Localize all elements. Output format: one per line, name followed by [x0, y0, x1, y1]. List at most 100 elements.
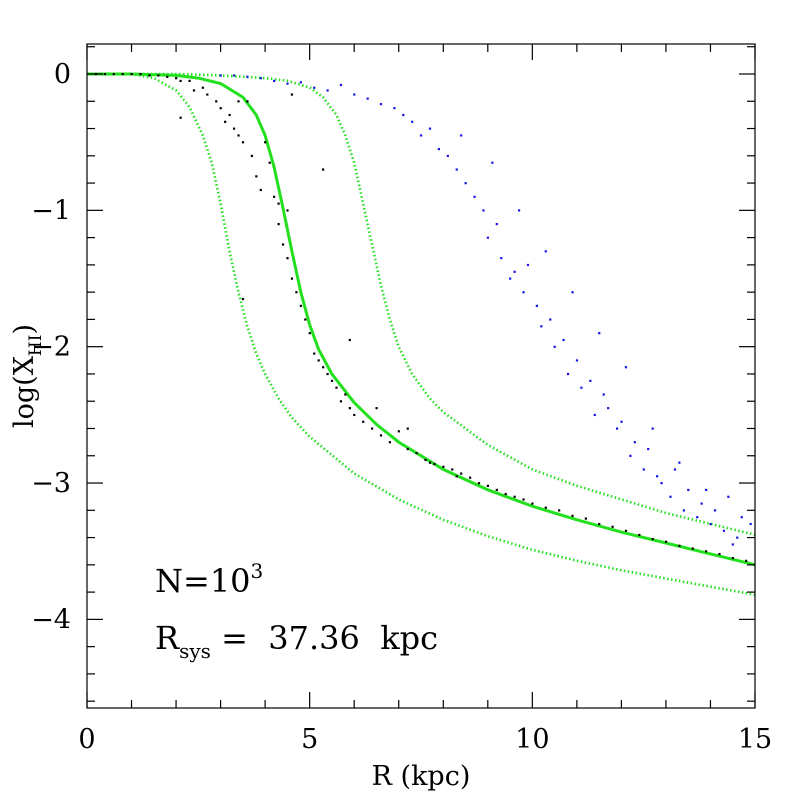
blue-point: [615, 427, 619, 430]
black-point: [424, 458, 427, 462]
blue-point: [411, 120, 414, 123]
black-point: [175, 77, 178, 80]
black-point: [406, 447, 409, 451]
sample-size-exponent: 3: [251, 559, 264, 583]
blue-point: [379, 102, 383, 106]
black-point: [237, 134, 240, 137]
system-radius-value: = 37.36 kpc: [211, 619, 438, 657]
black-point: [442, 465, 445, 468]
black-point: [219, 107, 222, 110]
black-point: [353, 413, 356, 417]
blue-point: [736, 536, 739, 539]
blue-point: [313, 86, 316, 89]
system-radius-symbol: R: [155, 619, 180, 657]
blue-point: [620, 420, 623, 423]
blue-point: [642, 468, 645, 471]
black-point: [598, 522, 601, 526]
blue-point: [464, 182, 467, 185]
black-point: [188, 79, 191, 83]
blue-point: [509, 277, 512, 280]
blue-point: [219, 74, 222, 77]
black-point: [139, 72, 142, 76]
sample-size-text: N=10: [155, 562, 251, 600]
black-point: [584, 517, 587, 520]
black-point: [206, 93, 209, 96]
black-point: [237, 100, 240, 103]
black-point: [255, 175, 258, 178]
blue-point: [495, 222, 498, 226]
blue-point: [517, 209, 521, 212]
blue-point: [589, 379, 592, 382]
blue-point: [687, 488, 690, 492]
black-point: [246, 100, 249, 103]
blue-point: [629, 454, 632, 457]
black-point: [571, 514, 574, 517]
x-tick-label: 10: [515, 724, 549, 755]
blue-point: [633, 441, 636, 444]
black-point: [295, 291, 298, 294]
black-point: [290, 277, 294, 280]
blue-point: [549, 318, 552, 321]
model-solid-line: [87, 72, 755, 567]
black-point: [330, 379, 334, 382]
black-point: [326, 372, 329, 376]
blue-point: [393, 107, 396, 110]
blue-point: [366, 97, 369, 100]
black-point: [486, 484, 489, 487]
series-layer: [87, 72, 755, 597]
black-point: [179, 116, 182, 119]
black-point: [335, 386, 338, 389]
black-point: [277, 202, 280, 205]
black-point: [691, 547, 694, 550]
blue-point: [571, 291, 574, 294]
black-point: [286, 209, 289, 212]
black-point: [179, 79, 182, 83]
blue-point: [731, 543, 734, 546]
model-dotted-upper-line: [87, 72, 755, 537]
blue-point: [544, 250, 547, 253]
black-point: [268, 161, 271, 164]
blue-points-series: [219, 74, 752, 546]
black-point: [290, 93, 294, 96]
black-point: [664, 540, 668, 543]
black-point: [344, 393, 347, 396]
black-point: [224, 120, 227, 123]
black-point: [250, 154, 253, 158]
black-point: [397, 430, 400, 433]
y-axis-label-sub: HI: [26, 335, 46, 357]
black-point: [348, 338, 351, 342]
black-point: [215, 100, 218, 103]
black-point: [281, 243, 285, 246]
black-point: [718, 552, 721, 556]
blue-point: [700, 502, 703, 505]
blue-point: [437, 147, 441, 151]
black-point: [415, 452, 418, 455]
blue-point: [566, 372, 570, 376]
blue-point: [259, 77, 262, 80]
black-point: [322, 168, 325, 171]
blue-point: [455, 168, 458, 171]
black-point: [322, 366, 325, 369]
black-point: [121, 72, 124, 76]
black-point: [611, 525, 614, 528]
black-point: [130, 72, 133, 76]
blue-point: [446, 154, 449, 158]
blue-point: [460, 134, 463, 137]
y-axis-label-main: log(X: [9, 355, 40, 428]
blue-point: [299, 81, 302, 84]
blue-point: [678, 461, 681, 464]
model-dotted-lower-line: [87, 72, 755, 597]
black-point: [745, 559, 748, 562]
black-point: [362, 420, 365, 423]
model-solid-series: [87, 72, 755, 567]
black-point: [522, 498, 525, 501]
black-point: [148, 74, 151, 77]
black-point: [651, 537, 654, 541]
blue-point: [535, 304, 538, 307]
blue-point: [553, 345, 556, 348]
black-point: [544, 506, 547, 509]
y-axis-label-close: ): [9, 324, 40, 335]
black-points-series: [94, 72, 748, 562]
